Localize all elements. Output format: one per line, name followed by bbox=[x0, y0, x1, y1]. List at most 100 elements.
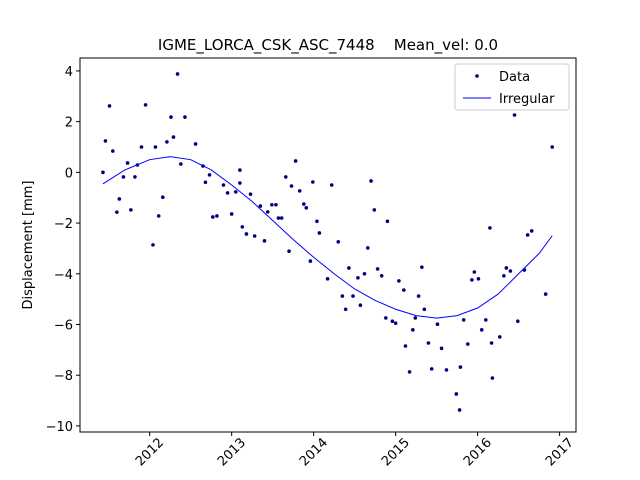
data-point bbox=[329, 183, 334, 187]
data-point bbox=[143, 103, 148, 107]
data-point bbox=[512, 113, 517, 117]
y-tick-label: −2 bbox=[54, 217, 73, 232]
data-point bbox=[385, 219, 390, 224]
y-tick-label: 2 bbox=[65, 116, 73, 131]
data-point bbox=[416, 294, 421, 298]
plot-frame bbox=[79, 57, 577, 433]
data-point bbox=[497, 335, 502, 339]
data-point bbox=[479, 328, 484, 332]
data-point bbox=[240, 225, 245, 229]
data-point bbox=[488, 226, 492, 230]
data-point bbox=[248, 192, 253, 196]
data-point bbox=[225, 191, 230, 195]
data-point bbox=[156, 214, 161, 218]
data-point bbox=[435, 322, 440, 327]
data-point bbox=[393, 321, 398, 326]
data-point bbox=[356, 276, 360, 280]
data-point bbox=[336, 240, 341, 244]
data-point bbox=[375, 267, 380, 271]
data-point bbox=[193, 142, 198, 146]
data-point bbox=[372, 208, 377, 212]
data-point bbox=[465, 342, 470, 346]
data-point bbox=[151, 243, 155, 247]
data-point bbox=[221, 183, 226, 187]
data-point bbox=[207, 173, 212, 177]
data-point bbox=[171, 135, 176, 139]
data-point bbox=[508, 269, 513, 273]
data-point bbox=[139, 145, 144, 149]
data-point bbox=[153, 145, 158, 149]
data-point bbox=[115, 210, 119, 214]
data-point bbox=[413, 316, 418, 320]
data-point bbox=[283, 175, 288, 179]
data-point bbox=[311, 180, 315, 184]
data-point bbox=[397, 279, 401, 283]
data-point bbox=[117, 197, 122, 201]
data-point bbox=[369, 179, 373, 183]
y-tick-label: −8 bbox=[54, 369, 73, 384]
data-point bbox=[161, 195, 165, 200]
data-point bbox=[365, 246, 370, 250]
data-point bbox=[279, 216, 284, 220]
y-tick-label: −10 bbox=[46, 420, 73, 435]
data-point bbox=[315, 219, 319, 224]
data-point bbox=[422, 307, 427, 312]
data-point bbox=[343, 307, 348, 312]
data-point bbox=[457, 408, 462, 412]
data-point bbox=[407, 370, 412, 374]
data-point bbox=[383, 316, 388, 320]
data-point bbox=[175, 72, 180, 76]
data-point bbox=[203, 180, 208, 185]
data-point bbox=[258, 204, 263, 208]
data-point bbox=[244, 232, 249, 236]
legend-label: Data bbox=[499, 70, 530, 85]
data-point bbox=[504, 266, 509, 270]
data-point bbox=[347, 266, 351, 270]
data-point bbox=[103, 139, 108, 143]
data-point bbox=[265, 210, 270, 214]
data-point bbox=[439, 346, 444, 351]
data-point bbox=[470, 278, 474, 282]
data-point bbox=[133, 175, 137, 179]
data-point bbox=[402, 288, 406, 292]
data-point bbox=[238, 168, 242, 172]
data-point bbox=[351, 294, 355, 298]
data-point bbox=[129, 208, 133, 212]
legend-marker bbox=[475, 74, 479, 78]
data-point bbox=[484, 318, 488, 322]
data-point bbox=[270, 203, 274, 207]
data-point bbox=[179, 162, 183, 166]
data-point bbox=[444, 368, 449, 372]
data-point bbox=[461, 318, 466, 322]
data-point bbox=[125, 161, 130, 165]
data-point bbox=[169, 115, 173, 119]
data-point bbox=[183, 115, 187, 119]
data-point bbox=[403, 344, 408, 348]
data-point bbox=[262, 239, 267, 243]
data-point bbox=[390, 319, 395, 323]
data-point bbox=[454, 392, 459, 396]
legend-label: Irregular bbox=[499, 92, 555, 107]
y-tick-label: 4 bbox=[65, 65, 73, 80]
y-tick-label: −6 bbox=[54, 318, 73, 333]
data-point bbox=[476, 277, 481, 281]
data-point bbox=[110, 149, 115, 153]
data-point bbox=[550, 145, 555, 149]
data-point bbox=[317, 231, 322, 235]
data-point bbox=[274, 203, 278, 207]
data-point bbox=[276, 216, 281, 220]
data-point bbox=[289, 184, 294, 188]
data-point bbox=[211, 215, 215, 219]
data-point bbox=[325, 277, 330, 281]
data-point bbox=[426, 341, 431, 345]
data-point bbox=[229, 212, 234, 216]
data-point bbox=[297, 189, 302, 193]
data-point bbox=[379, 274, 384, 278]
y-axis-label: Displacement [mm] bbox=[21, 181, 36, 310]
data-point bbox=[362, 271, 367, 276]
data-point bbox=[293, 159, 298, 163]
data-point bbox=[287, 249, 291, 254]
data-point bbox=[340, 294, 345, 298]
data-point bbox=[233, 190, 238, 194]
data-point bbox=[502, 274, 506, 278]
